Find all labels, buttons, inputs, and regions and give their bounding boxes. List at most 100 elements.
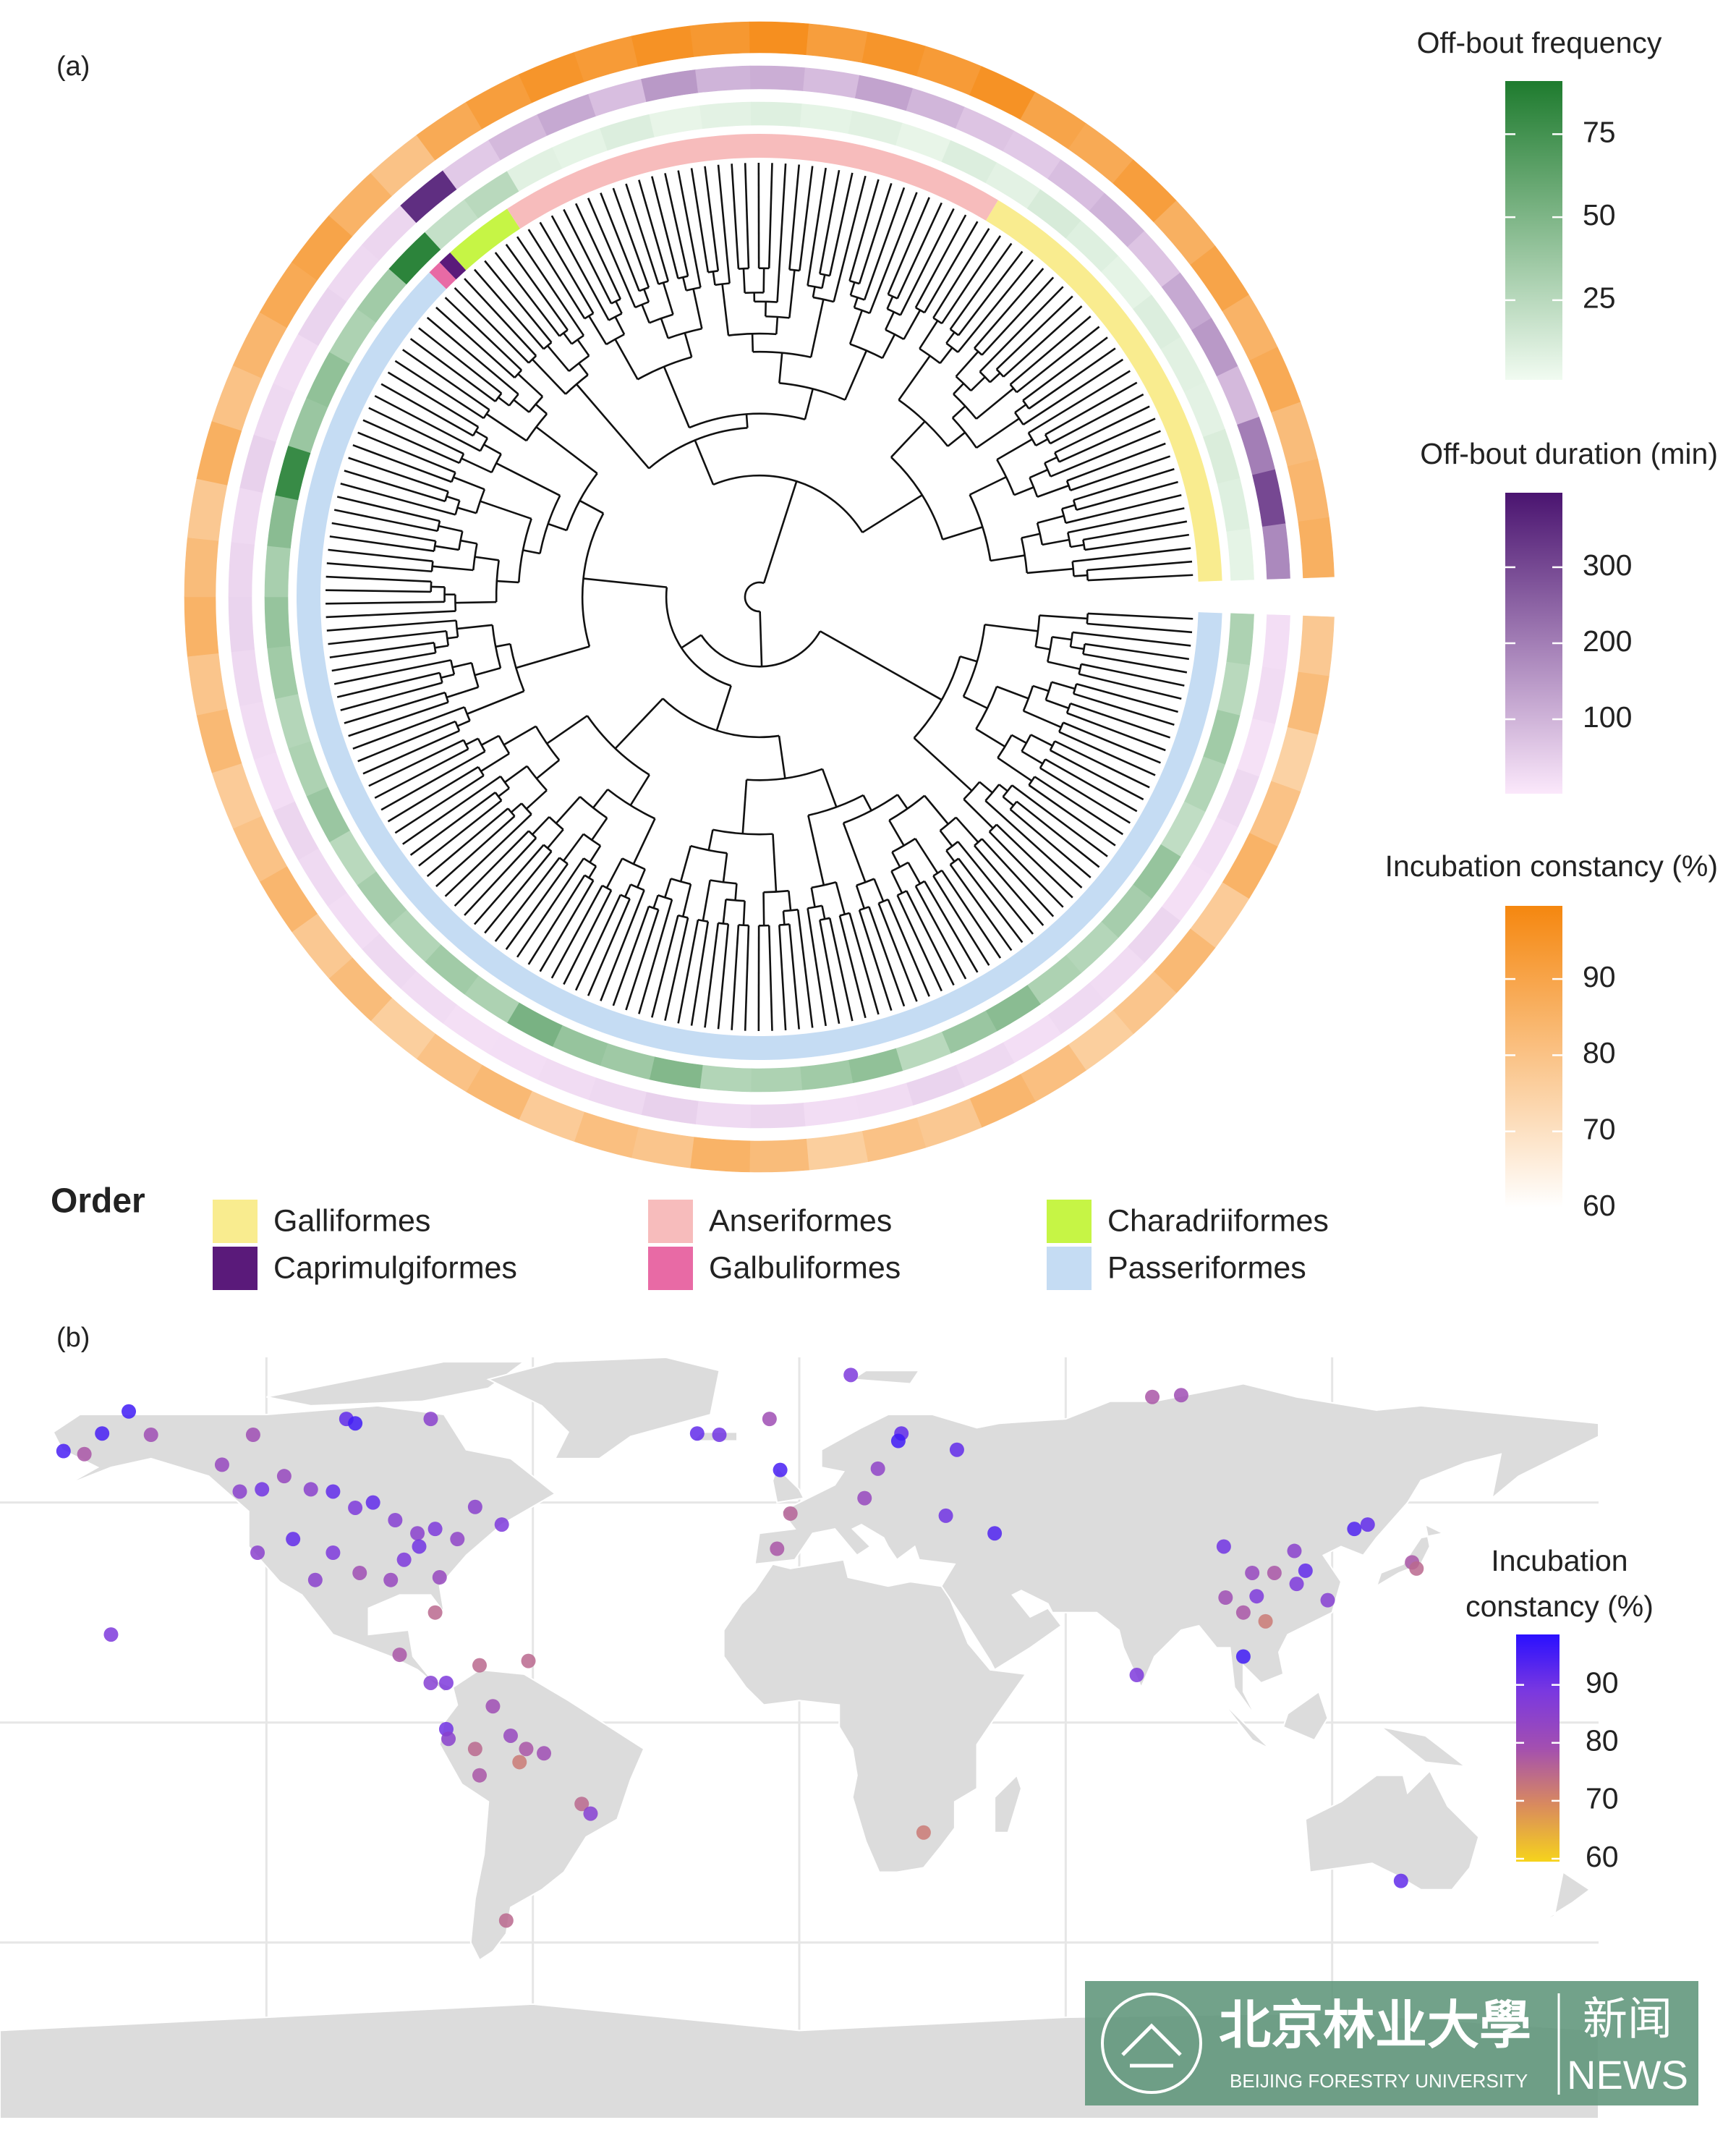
- tree-branch: [612, 906, 650, 1006]
- tree-branch: [1078, 673, 1182, 700]
- tree-branch: [475, 488, 486, 514]
- tree-branch: [652, 894, 659, 909]
- site-point: [1129, 1668, 1144, 1683]
- tree-branch: [1044, 758, 1138, 813]
- tree-branch: [779, 923, 790, 926]
- tree-branch: [1034, 776, 1124, 836]
- tree-branch: [788, 164, 800, 270]
- tree-branch: [600, 889, 645, 1001]
- tree-branch: [516, 645, 590, 669]
- tree-branch: [527, 874, 586, 965]
- tree-branch: [536, 759, 560, 779]
- order-segment: [450, 208, 521, 271]
- tree-branch: [947, 431, 966, 447]
- tree-branch: [664, 173, 689, 276]
- land: [754, 1383, 1599, 1719]
- tree-branch: [463, 706, 471, 721]
- tree-branch: [362, 419, 460, 465]
- tree-branch: [899, 208, 955, 316]
- land: [1304, 1769, 1480, 1891]
- colorbar-title: Incubation constancy (%): [1385, 849, 1718, 883]
- tree-branch: [475, 667, 501, 677]
- tree-branch: [605, 333, 625, 346]
- order-segment: [429, 262, 456, 289]
- tree-branch: [1050, 393, 1144, 445]
- tree-branch: [819, 169, 841, 274]
- tree-branch: [326, 589, 431, 593]
- site-point: [388, 1512, 403, 1527]
- site-point: [1409, 1561, 1424, 1576]
- heat-cell: [699, 1064, 752, 1093]
- tree-branch: [563, 833, 584, 862]
- tree-branch: [945, 331, 956, 344]
- tree-branch: [833, 175, 867, 302]
- tree-branch: [888, 794, 925, 821]
- tree-branch: [1076, 480, 1178, 511]
- site-point: [472, 1658, 487, 1673]
- tree-branch: [869, 192, 918, 314]
- colorbar-tick-label: 25: [1583, 281, 1616, 315]
- tree-branch: [464, 837, 537, 916]
- tree-branch: [984, 623, 1039, 632]
- colorbar-tick-label: 50: [1583, 198, 1616, 232]
- site-point: [348, 1416, 363, 1431]
- site-point: [521, 1653, 536, 1668]
- tree-branch: [563, 332, 573, 345]
- colorbar: [1516, 1634, 1560, 1862]
- tree-branch: [1002, 784, 1013, 798]
- land: [994, 1773, 1022, 1833]
- tree-branch: [848, 179, 880, 281]
- land: [52, 1404, 557, 1693]
- legend-swatch: [1047, 1200, 1092, 1243]
- tree-branch: [1052, 636, 1072, 641]
- heat-cell: [264, 545, 291, 598]
- legend-swatch: [1047, 1247, 1092, 1290]
- tree-branch: [483, 444, 502, 455]
- tree-branch: [958, 857, 1024, 943]
- tree-branch: [858, 909, 893, 1011]
- tree-branch: [1087, 612, 1194, 620]
- tree-branch: [435, 815, 516, 888]
- tree-branch: [473, 844, 545, 925]
- site-point: [770, 1541, 785, 1556]
- tree-branch: [454, 830, 529, 907]
- site-point: [1287, 1543, 1302, 1558]
- tree-branch: [344, 470, 446, 503]
- tree-branch: [759, 611, 763, 667]
- tree-branch: [855, 885, 865, 909]
- tree-branch: [1049, 740, 1056, 751]
- tree-branch: [939, 347, 953, 364]
- tree-branch: [868, 906, 906, 1007]
- site-point: [537, 1746, 552, 1761]
- tree-branch: [1044, 456, 1058, 465]
- watermark: 北京林业大學 BEIJING FORESTRY UNIVERSITY 新闻 NEWS: [1085, 1981, 1698, 2105]
- legend-swatch: [648, 1200, 693, 1243]
- tree-branch: [989, 372, 1001, 383]
- tree-branch: [329, 535, 435, 552]
- tree-branch: [504, 765, 528, 784]
- tree-branch: [820, 630, 943, 701]
- tree-branch: [681, 883, 692, 917]
- tree-branch: [906, 890, 955, 986]
- tree-branch: [495, 462, 561, 497]
- legend-label: Galliformes: [273, 1203, 430, 1238]
- tree-branch: [576, 339, 590, 357]
- tree-branch: [455, 601, 497, 604]
- tree-branch: [1037, 514, 1065, 525]
- colorbar: [1505, 81, 1562, 380]
- watermark-emblem: [1121, 2023, 1182, 2068]
- tree-branch: [1072, 631, 1191, 647]
- tree-branch: [778, 735, 786, 779]
- tree-branch: [461, 457, 493, 474]
- tree-branch: [896, 202, 943, 300]
- tree-branch: [694, 439, 715, 485]
- tree-branch: [494, 392, 503, 402]
- land: [1536, 1870, 1591, 1926]
- colorbar-tick-label: 90: [1583, 960, 1616, 993]
- tree-branch: [460, 539, 477, 545]
- tree-branch: [409, 338, 496, 402]
- tree-branch: [848, 912, 880, 1015]
- tree-branch: [778, 352, 783, 383]
- tree-branch: [958, 250, 1024, 336]
- tree-branch: [1073, 692, 1175, 726]
